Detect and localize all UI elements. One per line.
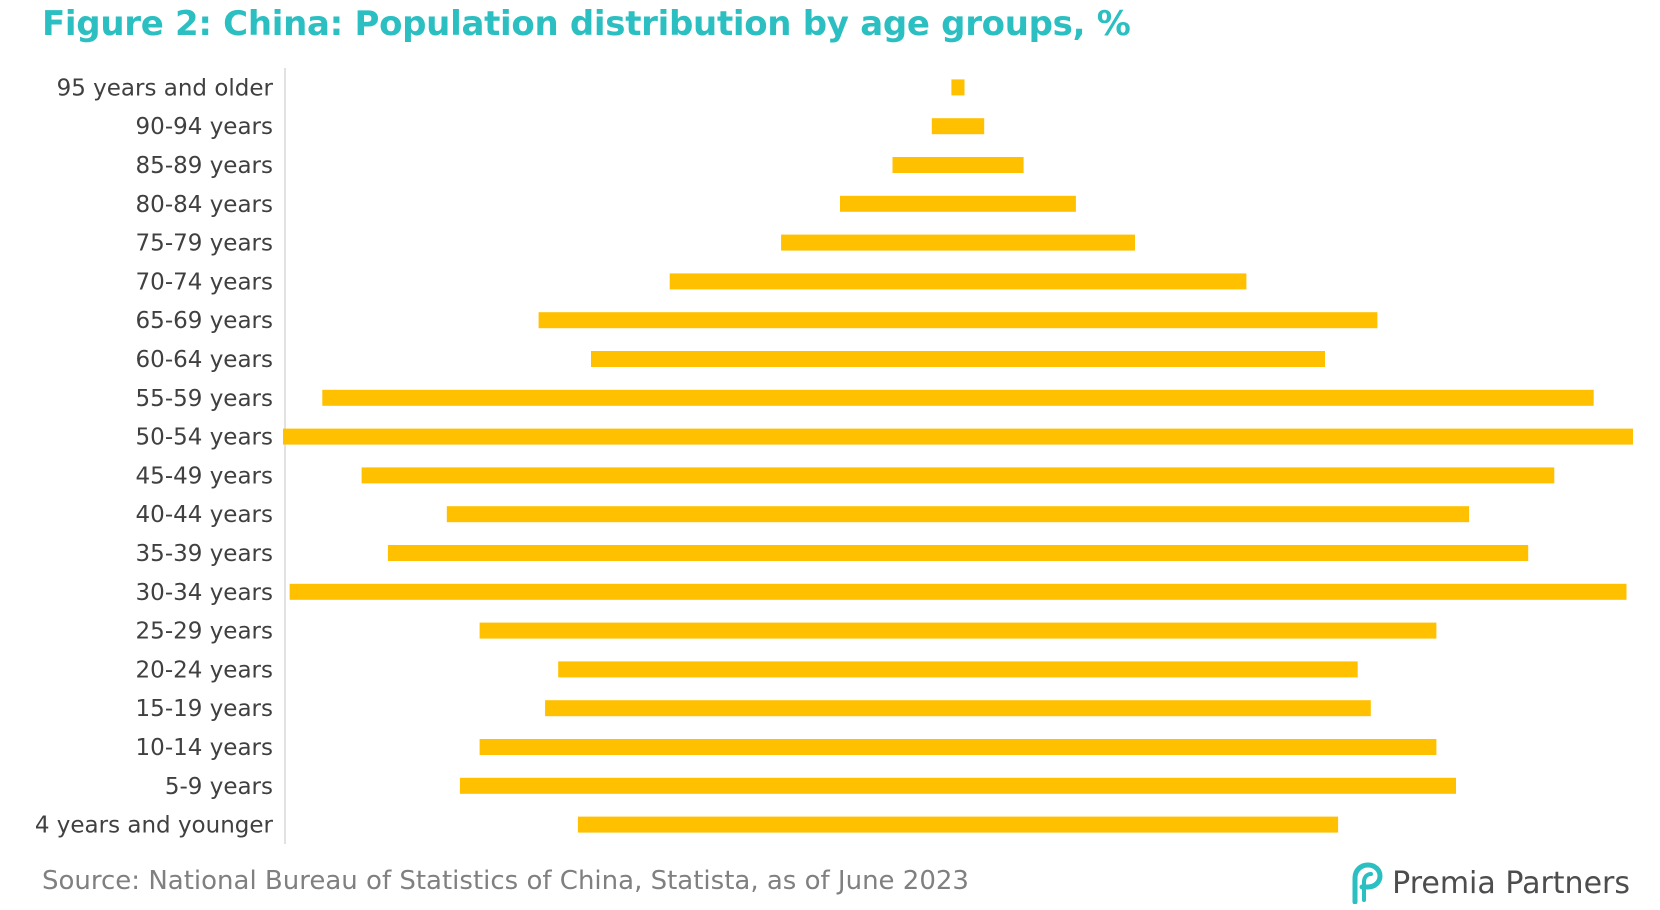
bar-2	[892, 157, 1024, 173]
chart-title: Figure 2: China: Population distribution…	[42, 4, 1131, 44]
category-label-14: 25-29 years	[136, 619, 273, 645]
category-label-12: 35-39 years	[136, 541, 273, 567]
bar-7	[591, 351, 1325, 367]
premia-partners-logo: Premia Partners	[1346, 862, 1630, 904]
category-label-5: 70-74 years	[136, 269, 273, 295]
bar-5	[669, 273, 1247, 290]
premia-logo-icon	[1352, 862, 1383, 904]
bar-4	[781, 234, 1135, 251]
category-label-8: 55-59 years	[136, 386, 273, 412]
bar-14	[479, 622, 1437, 639]
category-label-6: 65-69 years	[136, 308, 273, 334]
bar-10	[361, 467, 1555, 484]
bar-9	[283, 428, 1633, 445]
bar-18	[459, 777, 1456, 794]
category-label-17: 10-14 years	[136, 735, 273, 761]
source-note: Source: National Bureau of Statistics of…	[42, 866, 969, 896]
logo-brand-rest: Partners	[1505, 865, 1630, 901]
bar-8	[322, 389, 1594, 406]
category-label-3: 80-84 years	[136, 192, 273, 218]
bar-17	[479, 739, 1437, 755]
bars-group	[283, 79, 1633, 833]
category-label-2: 85-89 years	[136, 153, 273, 179]
bar-19	[577, 816, 1339, 833]
logo-wordmark: Premia Partners	[1392, 866, 1630, 901]
logo-brand: Premia	[1392, 865, 1496, 901]
category-label-1: 90-94 years	[136, 114, 273, 140]
category-label-19: 4 years and younger	[35, 813, 274, 839]
bar-15	[558, 661, 1358, 678]
bar-3	[840, 195, 1076, 212]
bar-6	[538, 312, 1378, 329]
bar-1	[931, 118, 985, 135]
bar-13	[289, 583, 1627, 600]
category-label-13: 30-34 years	[136, 580, 273, 606]
category-label-10: 45-49 years	[136, 463, 273, 489]
bar-0	[951, 79, 965, 96]
category-labels-group: 95 years and older 90-94 years 85-89 years…	[35, 75, 274, 838]
category-label-16: 15-19 years	[136, 696, 273, 722]
bar-11	[446, 506, 1470, 523]
category-label-7: 60-64 years	[136, 347, 273, 373]
category-label-4: 75-79 years	[136, 231, 273, 257]
category-label-15: 20-24 years	[136, 657, 273, 683]
category-label-9: 50-54 years	[136, 425, 273, 451]
bar-16	[545, 700, 1371, 717]
bar-12	[387, 545, 1529, 561]
category-label-0: 95 years and older	[57, 75, 274, 101]
category-label-11: 40-44 years	[136, 502, 273, 528]
category-label-18: 5-9 years	[165, 774, 273, 800]
